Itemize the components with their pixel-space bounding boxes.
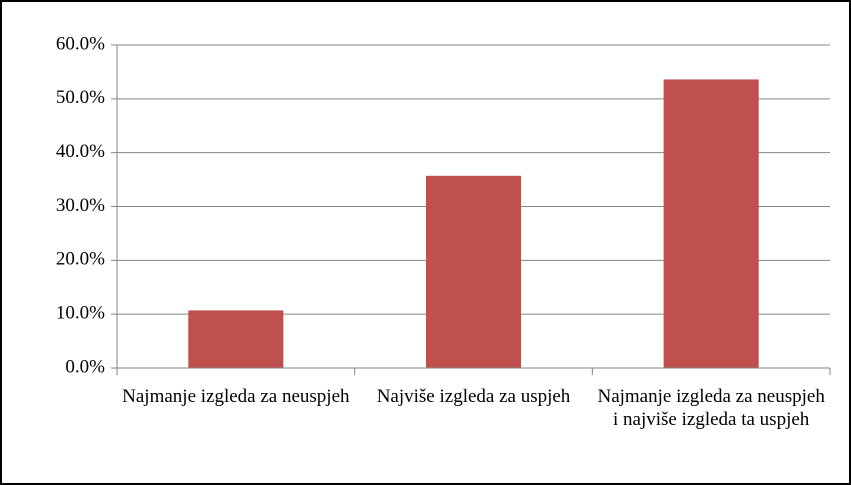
bar	[663, 79, 759, 368]
x-tick-label: Najmanje izgleda za neuspjeh i najviše i…	[597, 386, 825, 430]
y-tick-label: 10.0%	[56, 303, 105, 324]
bar	[188, 310, 284, 368]
x-tick-label: Najviše izgleda za uspjeh	[376, 386, 571, 407]
y-tick-label: 40.0%	[56, 141, 105, 162]
bar	[425, 175, 522, 368]
y-tick-label: 30.0%	[56, 195, 105, 216]
y-tick-label: 20.0%	[56, 249, 105, 270]
y-tick-label: 60.0%	[56, 33, 105, 54]
y-tick-label: 0.0%	[65, 356, 105, 377]
x-tick-label: Najmanje izgleda za neuspjeh	[122, 386, 350, 407]
y-tick-label: 50.0%	[56, 87, 105, 108]
